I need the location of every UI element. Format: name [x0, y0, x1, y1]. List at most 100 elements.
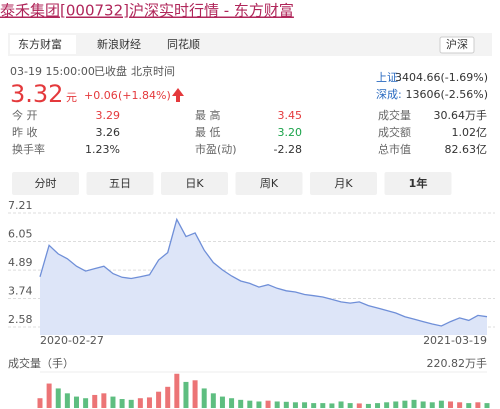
volume-bar: [229, 398, 235, 408]
stat-label: 昨 收: [12, 125, 38, 139]
period-tab[interactable]: [86, 172, 154, 195]
volume-label: 成交量（手）: [8, 356, 74, 370]
volume-bar: [92, 394, 98, 408]
volume-bar: [101, 393, 107, 408]
market-tag: 沪深: [446, 37, 468, 51]
source-tab[interactable]: 同花顺: [167, 38, 200, 51]
stat-value: -2.28: [274, 143, 302, 156]
stat-value: 3.20: [278, 126, 303, 139]
x-tick-label: 2020-02-27: [40, 334, 104, 347]
volume-bar: [174, 373, 180, 408]
stat-value: 1.02亿: [452, 126, 488, 139]
volume-bar: [311, 403, 317, 408]
volume-bar: [247, 400, 253, 408]
volume-bar: [137, 398, 143, 408]
volume-bar: [411, 399, 417, 408]
period-label: 日K: [185, 177, 204, 190]
volume-bar: [292, 402, 298, 408]
x-tick-label: 2021-03-19: [423, 334, 487, 347]
stat-label: 成交量: [378, 108, 411, 122]
y-tick-label: 6.05: [8, 228, 33, 241]
up-arrow: [172, 88, 184, 102]
change: +0.06: [84, 89, 118, 102]
volume-bar: [274, 401, 280, 408]
period-tab[interactable]: [161, 172, 228, 195]
stat-value: 3.26: [96, 126, 121, 139]
y-tick-label: 3.74: [8, 284, 33, 297]
volume-bar: [201, 388, 207, 408]
volume-bar: [265, 400, 271, 408]
source-tab[interactable]: 新浪财经: [97, 37, 141, 51]
stat-label: 成交额: [378, 125, 411, 139]
volume-bar: [283, 401, 289, 408]
volume-bar: [83, 398, 89, 408]
period-tab[interactable]: [12, 172, 79, 195]
volume-bar: [448, 401, 454, 408]
period-label: 1年: [409, 176, 428, 190]
price: 3.32: [10, 80, 63, 108]
stat-value: 82.63亿: [445, 143, 488, 156]
volume-bar: [475, 402, 481, 408]
volume-bar: [110, 396, 116, 408]
volume-bar: [457, 402, 463, 408]
volume-bar: [55, 388, 61, 408]
volume-bar: [338, 401, 344, 408]
volume-bar: [119, 399, 125, 408]
price-area: [40, 219, 487, 335]
volume-bar: [375, 403, 381, 408]
volume-bar: [46, 383, 52, 408]
volume-bar: [329, 403, 335, 408]
volume-bar: [219, 396, 225, 408]
volume-bar: [210, 393, 216, 408]
quote-zone: 北京时间: [131, 64, 175, 78]
volume-bar: [393, 401, 399, 408]
volume-bar: [302, 402, 308, 408]
market-tag-box: [439, 36, 475, 54]
quote-status: 已收盘: [94, 64, 127, 78]
y-tick-label: 2.58: [8, 313, 33, 326]
volume-bar: [146, 397, 152, 408]
period-tab[interactable]: [384, 172, 452, 195]
stat-value: 30.64万手: [434, 108, 488, 122]
volume-bar: [402, 400, 408, 408]
volume-bar: [183, 381, 189, 408]
volume-bar: [156, 391, 162, 408]
stat-label: 换手率: [12, 142, 45, 156]
price-line: [39, 217, 488, 327]
volume-max-label: 220.82万手: [427, 356, 488, 370]
volume-bar: [128, 399, 134, 408]
index-value: 13606(-2.56%): [406, 88, 489, 101]
period-label: 月K: [334, 177, 353, 190]
stat-label: 市盈(动): [195, 142, 237, 156]
y-tick-label: 4.89: [8, 256, 33, 269]
volume-bar: [484, 403, 490, 408]
period-tab[interactable]: [310, 172, 377, 195]
page-title: 泰禾集团[000732]沪深实时行情 - 东方财富: [0, 2, 294, 20]
source-tab[interactable]: 东方财富: [18, 37, 62, 51]
volume-bar: [238, 399, 244, 408]
period-tab[interactable]: [235, 172, 303, 195]
volume-bar: [192, 380, 198, 408]
period-label: 分时: [35, 177, 57, 190]
stat-label: 总市值: [378, 142, 411, 156]
y-tick-label: 7.21: [8, 199, 33, 212]
volume-bar: [64, 393, 70, 408]
selected-tab: [10, 35, 76, 54]
volume-bar: [438, 400, 444, 408]
period-label: 周K: [260, 177, 279, 190]
volume-bar: [73, 396, 79, 408]
volume-bar: [384, 402, 390, 408]
stat-value: 1.23%: [85, 143, 120, 156]
period-label: 五日: [109, 177, 131, 190]
index-name: 上证:: [376, 71, 402, 84]
change-pct: (+1.84%): [118, 89, 171, 102]
volume-bar: [256, 401, 262, 408]
volume-bar: [356, 403, 362, 408]
volume-bar: [347, 403, 353, 408]
volume-bar: [429, 402, 435, 408]
volume-bar: [365, 403, 371, 408]
index-value: 3404.66(-1.69%): [395, 71, 488, 84]
volume-bar: [320, 403, 326, 408]
stat-value: 3.45: [278, 109, 303, 122]
